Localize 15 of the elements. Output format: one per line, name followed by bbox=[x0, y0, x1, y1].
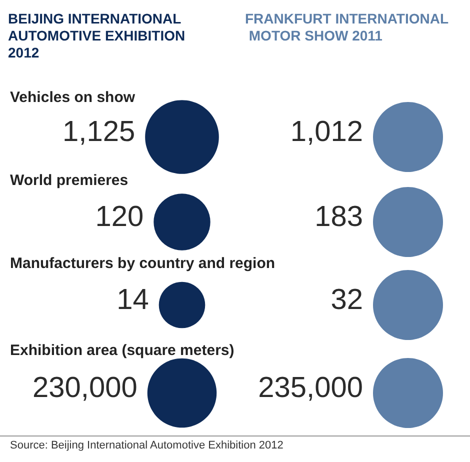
category-label: Vehicles on show bbox=[10, 89, 136, 106]
legend-label: BEIJING INTERNATIONAL AUTOMOTIVE EXHIBITION 2012 bbox=[8, 10, 189, 60]
data-label: 14 bbox=[116, 284, 149, 316]
category-label: Exhibition area (square meters) bbox=[10, 342, 234, 359]
data-label: 230,000 bbox=[32, 372, 138, 404]
data-label: 1,125 bbox=[62, 116, 136, 148]
category-label: Manufacturers by country and region bbox=[10, 255, 276, 272]
source-note: Source: Beijing International Automotive Exhibition 2012 bbox=[10, 440, 284, 452]
data-label: 1,012 bbox=[290, 116, 363, 148]
data-label: 235,000 bbox=[258, 372, 363, 404]
legend-label: FRANKFURT INTERNATIONAL MOTOR SHOW 2011 bbox=[245, 10, 449, 44]
data-label: 32 bbox=[330, 284, 363, 316]
data-label: 120 bbox=[95, 201, 144, 233]
data-label: 183 bbox=[314, 201, 363, 233]
category-label: World premieres bbox=[10, 172, 128, 189]
